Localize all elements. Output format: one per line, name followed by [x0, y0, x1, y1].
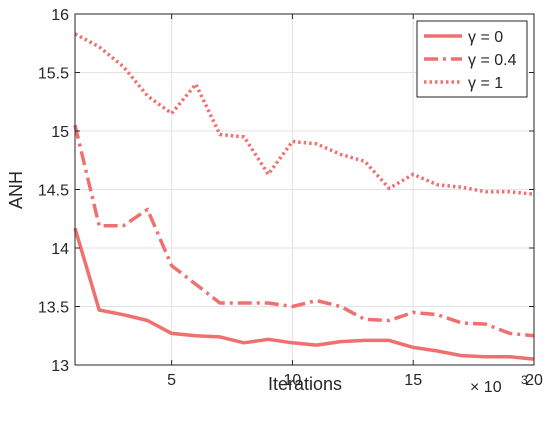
x-axis-multiplier: × 10 3: [470, 373, 528, 396]
x-multiplier-label: × 10: [470, 379, 502, 396]
x-tick-label: 20: [525, 372, 543, 389]
y-tick-label: 16: [51, 7, 69, 24]
x-tick-label: 5: [167, 372, 176, 389]
y-axis-title: ANH: [6, 171, 26, 209]
series-line-3: [74, 32, 535, 196]
legend-label-3: γ = 1: [468, 75, 503, 92]
y-tick-label: 14.5: [38, 183, 69, 200]
legend-label-1: γ = 0: [468, 29, 503, 46]
series-line-1: [73, 227, 535, 361]
legend-items: γ = 0 γ = 0.4 γ = 1: [424, 29, 517, 92]
x-tick-label: 15: [404, 372, 422, 389]
y-tick-label: 13: [51, 358, 69, 375]
x-multiplier-exponent: 3: [521, 373, 528, 387]
tick-labels: 5 10 15 20 13 13.5 14 14.5 15 15.5 16: [38, 7, 543, 389]
x-tick-label: 10: [284, 372, 302, 389]
series-line-2: [73, 124, 535, 338]
x-axis-title: Iterations: [268, 374, 342, 394]
legend: γ = 0 γ = 0.4 γ = 1: [416, 20, 528, 98]
y-tick-label: 15: [51, 124, 69, 141]
y-tick-label: 14: [51, 241, 69, 258]
legend-label-2: γ = 0.4: [468, 52, 517, 69]
y-tick-label: 13.5: [38, 300, 69, 317]
series-lines: [73, 32, 535, 361]
axis-ticks: [75, 13, 535, 366]
y-tick-label: 15.5: [38, 66, 69, 83]
